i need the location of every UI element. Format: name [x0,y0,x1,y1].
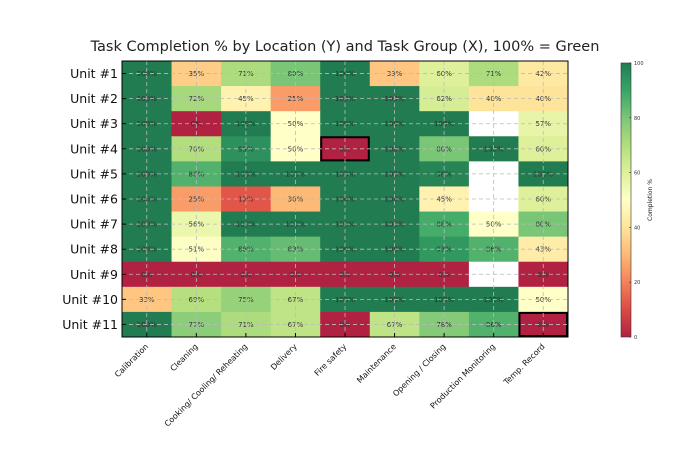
cell-value-label: 60% [535,196,551,204]
cell-value-label: 45% [436,196,452,204]
x-tick-label: Temp. Record [501,342,546,387]
cell-value-label: 0% [339,145,350,153]
cell-value-label: 50% [288,145,304,153]
cell-value-label: 70% [189,145,205,153]
y-tick-label: Unit #1 [70,66,118,81]
cell-value-label: 100% [137,70,157,78]
colorbar-tick-label: 80 [634,116,640,122]
colorbar-tick-label: 100 [634,61,644,67]
x-tick-label: Fire safety [313,342,349,378]
cell-value-label: 30% [288,196,304,204]
cell-value-label: 86% [486,246,502,254]
cell-value-label: 86% [238,246,254,254]
cell-value-label: 25% [189,196,205,204]
cell-value-label: 33% [387,70,403,78]
x-tick-label: Delivery [269,342,299,372]
cell-value-label: 100% [385,145,405,153]
cell-value-label: 100% [385,196,405,204]
cell-value-label: 100% [335,196,355,204]
y-tick-label: Unit #8 [70,242,118,257]
x-tick-label: Cooking/ Cooling/ Reheating [163,342,250,429]
cell-value-label: 35% [189,70,205,78]
x-tick-label: Cleaning [169,342,200,373]
cell-value-label: 43% [535,246,551,254]
cell-value-label: 71% [238,70,254,78]
cell-value-label: 80% [288,70,304,78]
cell-value-label: 95% [238,145,254,153]
plot-frame [121,60,569,338]
cell-value-label: 100% [137,145,157,153]
cell-value-label: 78% [436,321,452,329]
y-tick-label: Unit #7 [70,217,118,232]
cell-value-label: 100% [137,246,157,254]
colorbar-tick-label: 20 [634,280,640,286]
cell-value-label: 42% [535,70,551,78]
cell-value-label: 0% [538,321,549,329]
chart-title: Task Completion % by Location (Y) and Ta… [90,39,600,55]
cell-value-label: 51% [189,246,205,254]
cell-value-label: 93% [436,246,452,254]
x-tick-label: Opening / Closing [391,342,447,398]
colorbar-label: Completion % [647,179,654,221]
y-tick-label: Unit #6 [70,192,118,207]
cell-value-label: 100% [335,70,355,78]
y-tick-label: Unit #11 [62,317,118,332]
y-tick-label: Unit #3 [70,116,118,131]
colorbar-tick-label: 40 [634,225,640,231]
y-tick-label: Unit #4 [70,141,118,156]
cell-value-label: 83% [288,246,304,254]
cell-value-label: 12% [238,196,254,204]
cell-value-label: 71% [486,70,502,78]
cell-value-label: 0% [339,321,350,329]
cell-value-label: 100% [137,196,157,204]
y-tick-label: Unit #2 [70,91,118,106]
y-tick-label: Unit #9 [70,267,118,282]
cell-value-label: 60% [436,70,452,78]
cell-value-label: 100% [484,145,504,153]
cell-value-label: 100% [137,321,157,329]
cell-value-label: 80% [436,145,452,153]
y-tick-label: Unit #10 [62,292,118,307]
cell-value-label: 86% [486,321,502,329]
cell-value-label: 77% [189,321,205,329]
colorbar-tick-label: 60 [634,171,640,177]
colorbar-tick-label: 0 [634,335,637,341]
cell-value-label: 67% [387,321,403,329]
x-tick-label: Maintenance [355,342,398,385]
cell-value-label: 60% [535,145,551,153]
cell-value-label: 100% [335,246,355,254]
cell-value-label: 67% [288,321,304,329]
cell-value-label: 100% [385,246,405,254]
colorbar [620,62,632,338]
y-tick-label: Unit #5 [70,166,118,181]
x-tick-label: Calibration [113,342,150,379]
cell-value-label: 71% [238,321,254,329]
